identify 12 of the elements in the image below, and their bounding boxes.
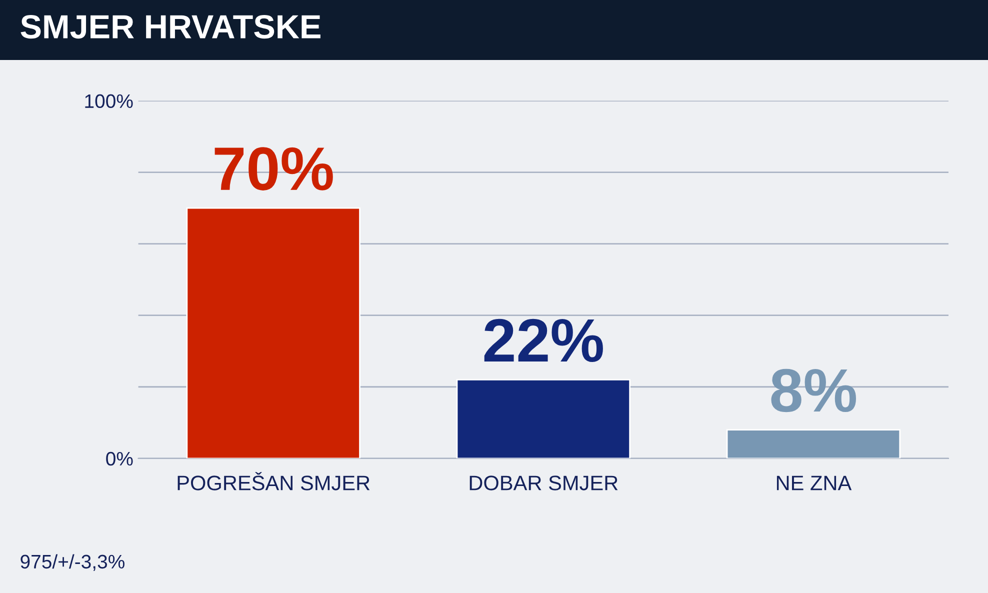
x-tick-label: POGREŠAN SMJER — [178, 472, 370, 490]
y-tick-label: 0% — [106, 452, 133, 466]
data-label: 70% — [214, 147, 333, 190]
bar — [726, 429, 901, 458]
data-label: 22% — [484, 318, 603, 362]
bar — [456, 379, 631, 458]
bar — [186, 207, 360, 458]
text: 975/+/-3,3% — [20, 554, 124, 571]
x-tick-label: DOBAR SMJER — [470, 476, 618, 490]
y-tick-label: 100% — [85, 94, 133, 108]
x-tick-label: NE ZNA — [776, 476, 852, 490]
chart-title: SMJER HRVATSKE — [20, 14, 320, 39]
